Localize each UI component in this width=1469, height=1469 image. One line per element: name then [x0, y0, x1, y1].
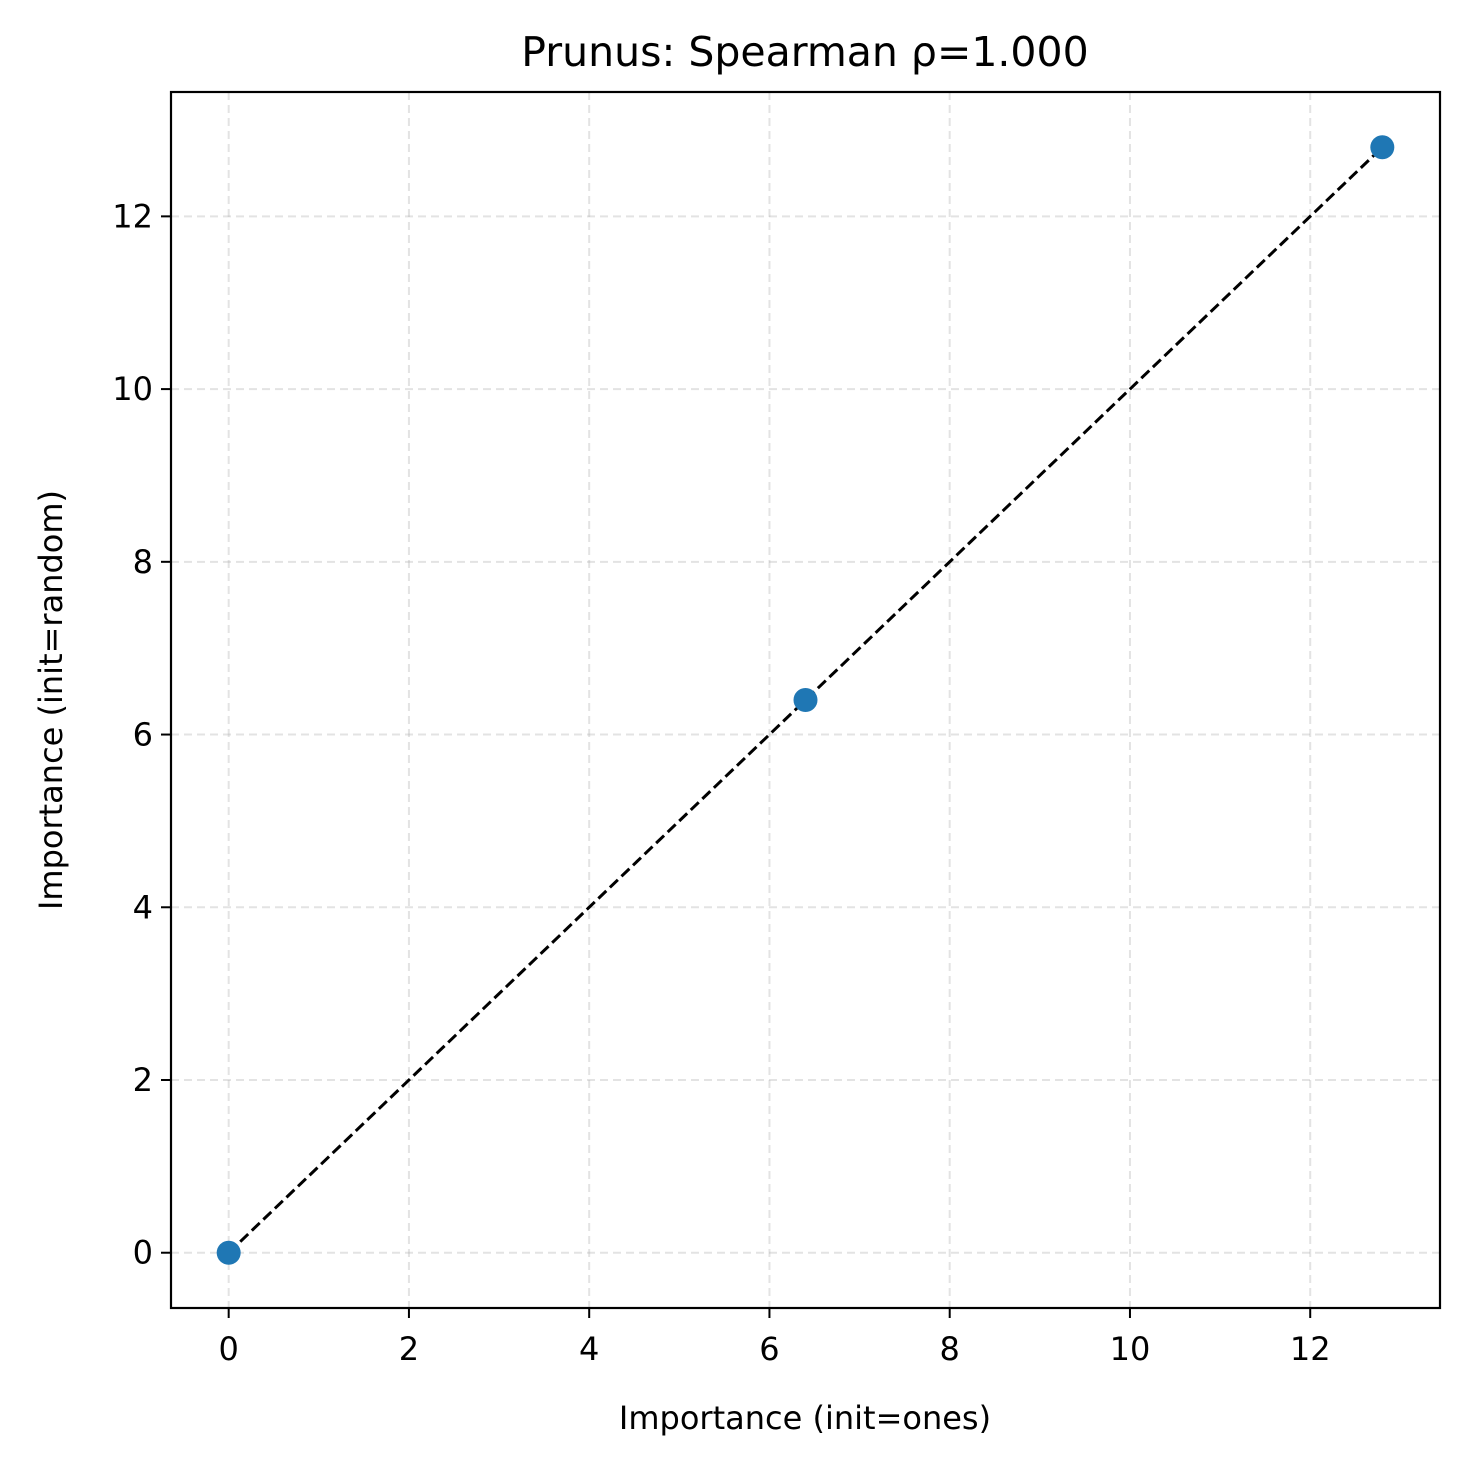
data-points [216, 135, 1395, 1265]
y-tick-label: 12 [112, 197, 153, 235]
x-tick-label: 4 [579, 1330, 599, 1368]
axis-ticks: 0 2 4 6 8 10 12 0 2 4 6 8 10 12 [112, 197, 1330, 1368]
reference-line [227, 146, 1384, 1254]
y-tick-label: 10 [112, 370, 153, 408]
chart-title: Prunus: Spearman ρ=1.000 [521, 28, 1088, 76]
data-point [793, 688, 818, 712]
y-axis-label: Importance (init=random) [32, 490, 70, 910]
grid-lines [171, 92, 1440, 1308]
y-tick-label: 8 [133, 543, 153, 581]
x-tick-label: 12 [1290, 1330, 1331, 1368]
x-tick-label: 10 [1110, 1330, 1151, 1368]
y-tick-label: 4 [133, 888, 153, 926]
y-tick-label: 6 [133, 716, 153, 754]
x-axis-label: Importance (init=ones) [619, 1399, 991, 1437]
x-tick-label: 8 [940, 1330, 960, 1368]
x-tick-label: 6 [759, 1330, 779, 1368]
x-tick-label: 0 [219, 1330, 239, 1368]
x-tick-label: 2 [399, 1330, 419, 1368]
data-point [1370, 135, 1395, 160]
plot-frame [169, 90, 1442, 1310]
y-tick-label: 0 [133, 1234, 153, 1272]
y-tick-label: 2 [133, 1061, 153, 1099]
reference-line-group [227, 146, 1384, 1254]
data-point [216, 1240, 241, 1265]
